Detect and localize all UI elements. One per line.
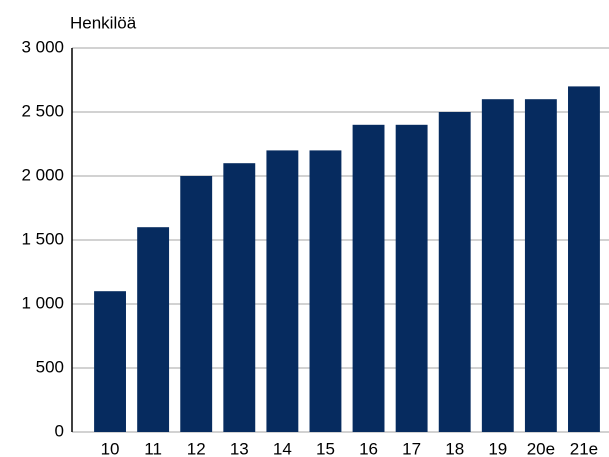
y-tick-label: 1 000 (21, 293, 64, 312)
x-tick-label: 20e (527, 439, 555, 457)
x-tick-label: 11 (144, 439, 162, 457)
bar (223, 163, 256, 432)
bar (568, 86, 600, 433)
bar (438, 112, 471, 432)
x-tick-label: 21e (570, 439, 598, 457)
bar (524, 99, 557, 432)
y-tick-label: 1 500 (21, 229, 64, 248)
bar (309, 150, 342, 432)
bar (266, 150, 299, 432)
x-tick-label: 18 (445, 439, 464, 457)
bar (481, 99, 514, 432)
x-tick-label: 17 (402, 439, 421, 457)
bar (137, 227, 170, 432)
y-tick-label: 0 (55, 421, 64, 440)
y-tick-label: 2 000 (21, 165, 64, 184)
bar (395, 124, 428, 433)
y-tick-label: 2 500 (21, 101, 64, 120)
y-tick-label: 3 000 (21, 37, 64, 56)
x-tick-label: 14 (273, 439, 292, 457)
y-axis-label: Henkilöä (70, 13, 137, 32)
x-tick-label: 15 (316, 439, 335, 457)
bar (180, 176, 213, 432)
x-tick-label: 10 (101, 439, 120, 457)
bar (94, 291, 126, 432)
x-tick-label: 16 (359, 439, 378, 457)
y-tick-label: 500 (36, 357, 64, 376)
x-tick-label: 12 (187, 439, 206, 457)
x-tick-label: 19 (488, 439, 507, 457)
bar (352, 124, 385, 433)
x-tick-label: 13 (230, 439, 249, 457)
